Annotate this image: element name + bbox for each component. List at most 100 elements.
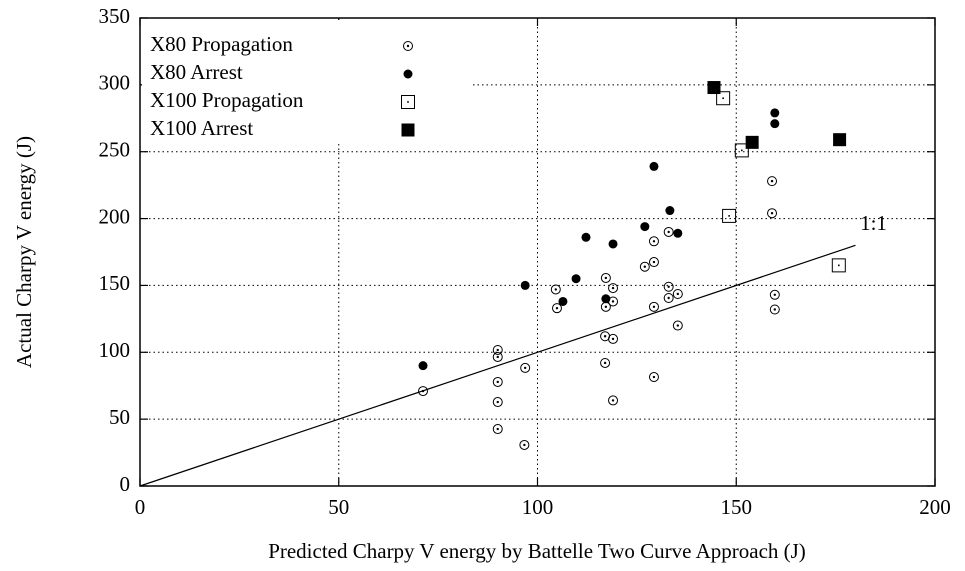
point [558, 296, 568, 306]
marker [663, 281, 674, 292]
marker [716, 91, 731, 106]
marker [550, 284, 561, 295]
marker [601, 294, 611, 304]
marker [640, 222, 650, 232]
marker [603, 361, 607, 365]
marker [672, 320, 683, 331]
point [520, 280, 530, 290]
point [767, 176, 778, 187]
point [492, 345, 503, 356]
x-tick-label: 150 [721, 495, 753, 519]
point [745, 135, 759, 149]
marker [831, 258, 846, 273]
point [648, 372, 659, 383]
marker [769, 289, 780, 300]
marker [496, 380, 499, 384]
marker [611, 337, 615, 341]
marker [492, 424, 503, 435]
y-tick-label: 100 [99, 338, 131, 362]
marker [728, 215, 730, 217]
point [640, 222, 650, 232]
marker [722, 97, 724, 100]
marker [663, 226, 674, 237]
y-axis-label: Actual Charpy V energy (J) [12, 136, 36, 368]
point [600, 357, 611, 368]
point [492, 424, 503, 435]
marker [833, 133, 847, 147]
marker [838, 264, 840, 267]
point [551, 303, 562, 314]
marker [421, 389, 425, 393]
point [571, 274, 581, 284]
point [492, 376, 503, 387]
marker [600, 357, 611, 368]
legend-label: X80 Arrest [150, 60, 243, 84]
marker [520, 362, 531, 373]
reference-label: 1:1 [860, 211, 887, 235]
marker [773, 308, 777, 311]
marker [767, 176, 778, 187]
point [722, 208, 737, 223]
point [519, 439, 530, 450]
marker [611, 286, 615, 290]
marker [639, 261, 650, 272]
marker [418, 386, 429, 397]
point [608, 283, 619, 294]
marker [496, 348, 499, 352]
point [769, 304, 780, 315]
y-tick-label: 300 [99, 71, 131, 95]
marker [418, 361, 428, 371]
marker [551, 303, 562, 314]
marker [649, 161, 659, 171]
marker [672, 288, 683, 299]
marker [519, 439, 530, 450]
marker [707, 81, 721, 95]
y-tick-label: 0 [120, 472, 131, 496]
marker [611, 300, 615, 303]
marker [648, 301, 659, 312]
marker [667, 285, 670, 288]
legend-marker [403, 69, 413, 79]
point [608, 239, 618, 249]
point [716, 91, 731, 106]
x-tick-label: 100 [522, 495, 554, 519]
reference-line [139, 244, 856, 487]
marker [407, 101, 409, 103]
point [707, 81, 721, 95]
marker [555, 306, 559, 310]
point [770, 108, 780, 118]
y-tick-label: 350 [99, 4, 131, 28]
marker [406, 44, 410, 48]
marker [663, 292, 674, 303]
point [833, 133, 847, 147]
marker [523, 366, 527, 370]
point [672, 288, 683, 299]
legend-marker [401, 95, 415, 109]
marker [665, 206, 675, 216]
marker [648, 372, 659, 383]
point [770, 119, 780, 129]
x-tick-label: 200 [919, 495, 951, 519]
marker [770, 119, 780, 129]
marker [770, 108, 780, 118]
marker [652, 375, 656, 379]
marker [608, 333, 619, 344]
marker [652, 260, 656, 264]
marker [554, 288, 557, 291]
marker [769, 304, 780, 315]
point [663, 281, 674, 292]
marker [401, 123, 415, 137]
marker [581, 232, 591, 242]
marker [734, 143, 749, 158]
point [831, 258, 846, 273]
point [581, 232, 591, 242]
marker [523, 443, 526, 447]
marker [745, 135, 759, 149]
point [600, 272, 611, 283]
point [648, 236, 659, 247]
x-tick-label: 0 [135, 495, 146, 519]
marker [676, 292, 680, 296]
point [663, 226, 674, 237]
legend-label: X100 Propagation [150, 88, 304, 112]
legend-marker [401, 123, 415, 137]
